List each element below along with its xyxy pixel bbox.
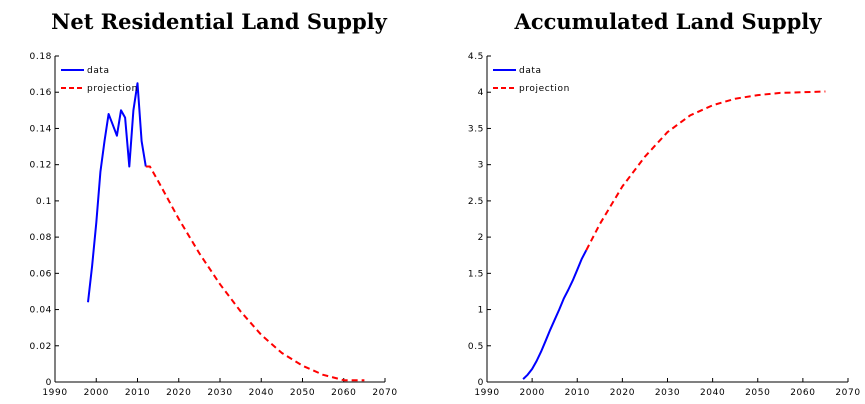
x-ticks: 1990 2000 2010 2020 2030 2040 2050 2060 2070 — [474, 378, 860, 398]
y-tick-label: 0.5 — [468, 342, 484, 352]
x-tick-label: 2040 — [700, 388, 725, 398]
x-tick-label: 2020 — [610, 388, 635, 398]
series-line-projection — [585, 90, 826, 251]
y-tick-label: 0 — [478, 378, 484, 388]
series-layer — [522, 90, 826, 380]
y-ticks: 0 0.5 1 1.5 2 2.5 3 3.5 4 4.5 — [468, 52, 491, 388]
y-ticks: 0 0.02 0.04 0.06 0.08 0.1 0.12 0.14 0.16 0.18 — [30, 52, 59, 388]
x-tick-label: 2030 — [207, 388, 232, 398]
chart-accumulated-land-supply: Accumulated Land Supply 0 0.5 1 1.5 2 2.5 3 3.5… — [468, 9, 860, 398]
x-tick-label: 2070 — [372, 388, 397, 398]
y-tick-label: 2 — [478, 233, 484, 243]
y-tick-label: 0.14 — [30, 124, 52, 134]
y-tick-label: 2.5 — [468, 197, 484, 207]
series-layer — [87, 82, 365, 382]
y-tick-label: 0.18 — [30, 52, 52, 62]
x-tick-label: 2050 — [290, 388, 315, 398]
legend-label-projection: projection — [87, 84, 138, 94]
y-tick-label: 0.1 — [36, 197, 52, 207]
x-tick-label: 2050 — [745, 388, 770, 398]
legend: data projection — [61, 66, 138, 94]
legend-label-data: data — [519, 66, 542, 76]
x-tick-label: 2010 — [125, 388, 150, 398]
x-tick-label: 2000 — [84, 388, 109, 398]
y-tick-label: 0.04 — [30, 306, 52, 316]
x-tick-label: 2060 — [331, 388, 356, 398]
series-line-projection — [145, 165, 365, 382]
legend: data projection — [493, 66, 570, 94]
y-tick-label: 0.08 — [30, 233, 52, 243]
x-tick-label: 2000 — [519, 388, 544, 398]
y-tick-label: 3.5 — [468, 124, 484, 134]
y-tick-label: 1.5 — [468, 269, 484, 279]
x-tick-label: 2060 — [790, 388, 815, 398]
x-ticks: 1990 2000 2010 2020 2030 2040 2050 2060 2070 — [42, 378, 397, 398]
y-tick-label: 0.06 — [30, 269, 52, 279]
chart-net-residential-land-supply: Net Residential Land Supply 0 0.02 0.04 0.0… — [30, 9, 398, 398]
chart-title: Accumulated Land Supply — [514, 9, 823, 34]
x-tick-label: 2070 — [835, 388, 860, 398]
y-tick-label: 1 — [478, 306, 484, 316]
y-tick-label: 4.5 — [468, 52, 484, 62]
y-tick-label: 0.12 — [30, 161, 52, 171]
y-tick-label: 4 — [478, 88, 484, 98]
legend-label-projection: projection — [519, 84, 570, 94]
series-line-data — [522, 249, 588, 380]
y-tick-label: 0.02 — [30, 342, 52, 352]
x-tick-label: 2020 — [166, 388, 191, 398]
x-tick-label: 2030 — [655, 388, 680, 398]
x-tick-label: 1990 — [474, 388, 499, 398]
y-tick-label: 0 — [46, 378, 52, 388]
y-tick-label: 3 — [478, 161, 484, 171]
chart-title: Net Residential Land Supply — [51, 9, 387, 34]
x-tick-label: 1990 — [42, 388, 67, 398]
series-line-data — [87, 82, 147, 303]
x-tick-label: 2040 — [249, 388, 274, 398]
y-tick-label: 0.16 — [30, 88, 52, 98]
legend-label-data: data — [87, 66, 110, 76]
x-tick-label: 2010 — [565, 388, 590, 398]
